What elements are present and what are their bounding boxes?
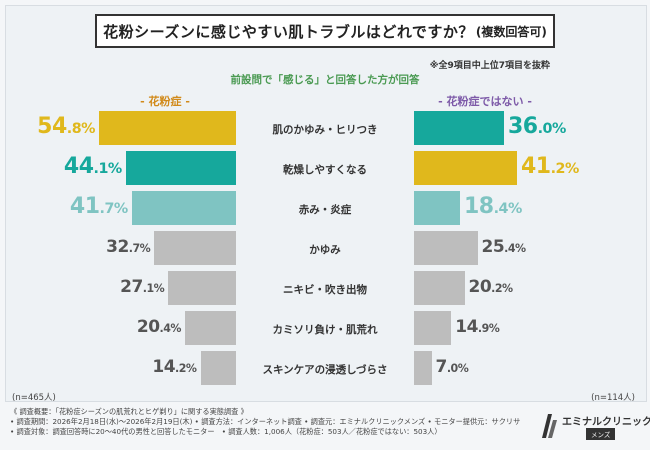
bar-left-5	[185, 311, 236, 345]
value-right-4: 20.2%	[468, 277, 514, 297]
brand-mark-icon	[542, 414, 557, 438]
brand-name: エミナルクリニック	[562, 417, 650, 428]
value-right-1: 41.2%	[521, 154, 579, 179]
category-label-3: かゆみ	[309, 244, 341, 256]
value-right-2: 18.4%	[464, 194, 522, 219]
bar-left-0	[99, 111, 236, 145]
legend-left-group: - 花粉症 -	[140, 95, 190, 108]
brand-sub: メンズ	[586, 428, 616, 440]
title-suffix: (複数回答可)	[475, 24, 547, 39]
bar-right-2	[414, 191, 460, 225]
bar-right-6	[414, 351, 432, 385]
value-left-6: 14.2%	[152, 357, 197, 377]
footer-line-2: • 調査期間：2026年2月18日(水)～2026年2月19日(木) • 調査方…	[10, 417, 521, 426]
value-left-2: 41.7%	[69, 194, 128, 219]
n-right-label: (n=114人)	[591, 393, 635, 403]
value-left-5: 20.4%	[136, 317, 182, 337]
brand-logo: エミナルクリニック メンズ	[540, 410, 650, 446]
survey-footer: 《 調査概要：「花粉症シーズンの肌荒れとヒゲ剃り」に関する実態調査 》 • 調査…	[10, 407, 520, 437]
chart-note: ※全9項目中上位7項目を抜粋	[429, 61, 550, 71]
category-label-6: スキンケアの浸透しづらさ	[262, 364, 388, 376]
value-left-0: 54.8%	[37, 114, 95, 139]
category-label-5: カミソリ負け・肌荒れ	[272, 324, 378, 336]
value-right-6: 7.0%	[435, 357, 469, 377]
chart-panel	[5, 5, 647, 402]
title-main: 花粉シーズンに感じやすい肌トラブルはどれですか？	[103, 22, 474, 41]
bar-left-3	[154, 231, 236, 265]
bar-right-5	[414, 311, 452, 345]
footer-line-3: • 調査対象：調査回答時に20～40代の男性と回答したモニター • 調査人数：1…	[10, 427, 442, 436]
bar-left-4	[168, 271, 236, 305]
legend-right-group: - 花粉症ではない -	[438, 95, 532, 108]
category-label-0: 肌のかゆみ・ヒリつき	[272, 124, 378, 136]
category-label-1: 乾燥しやすくなる	[283, 164, 367, 176]
category-label-4: ニキビ・吹き出物	[283, 284, 367, 296]
chart-subtitle: 前設問で「感じる」と回答した方が回答	[230, 74, 420, 86]
value-left-1: 44.1%	[63, 154, 122, 179]
value-right-5: 14.9%	[455, 317, 500, 337]
bar-left-1	[125, 151, 236, 185]
bar-left-6	[200, 351, 236, 385]
value-left-3: 32.7%	[106, 237, 151, 257]
value-left-4: 27.1%	[120, 277, 165, 297]
bar-right-3	[414, 231, 478, 265]
n-left-label: (n=465人)	[12, 393, 56, 403]
footer-line-1: 《 調査概要：「花粉症シーズンの肌荒れとヒゲ剃り」に関する実態調査 》	[10, 407, 248, 416]
value-right-0: 36.0%	[508, 114, 566, 139]
value-right-3: 25.4%	[481, 237, 527, 257]
chart-title: 花粉シーズンに感じやすい肌トラブルはどれですか？ (複数回答可)	[95, 14, 555, 48]
bar-left-2	[131, 191, 236, 225]
category-label-2: 赤み・炎症	[298, 204, 352, 216]
bar-right-0	[414, 111, 504, 145]
bar-right-1	[414, 151, 517, 185]
bar-right-4	[414, 271, 465, 305]
